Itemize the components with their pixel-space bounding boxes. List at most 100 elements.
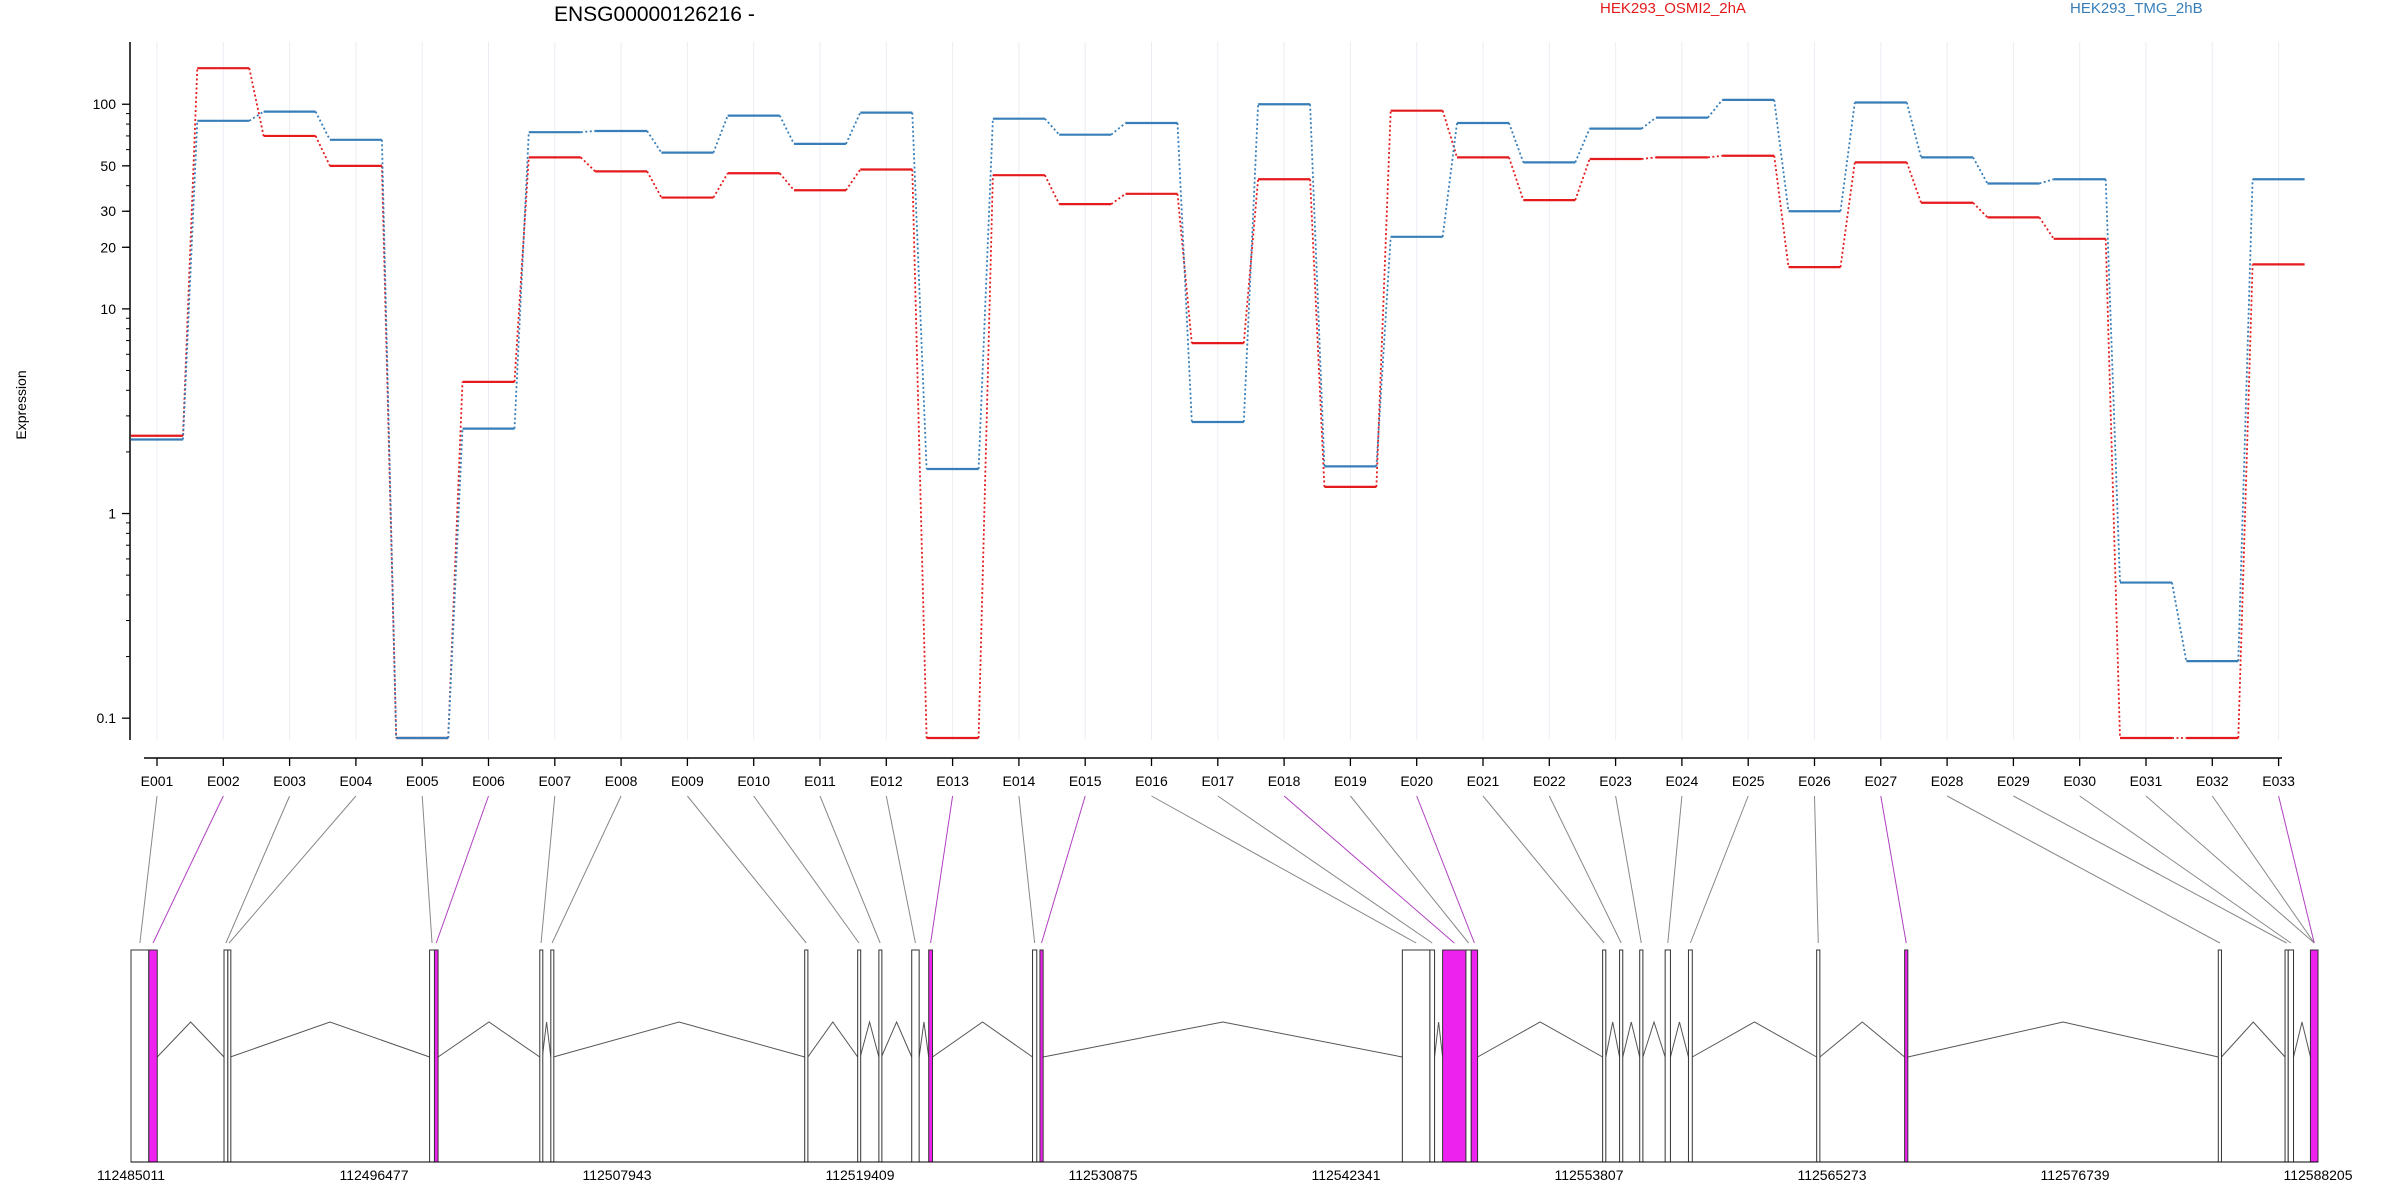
genomic-coordinate-label: 112588205 [2283,1167,2352,1183]
series-2-connector [314,111,331,141]
series-2-connector [1044,118,1060,136]
intron-line [437,1021,541,1058]
series-2-connector [2237,179,2254,662]
intron-line [1434,1021,1444,1058]
exon-connector-e018 [1283,795,1455,944]
x-tick-label-e004: E004 [340,773,373,789]
x-axis: E001 E002 E003 E004 E005 E006 E007 E008 E009 E010… [141,757,2295,789]
series-2-connector [1110,122,1127,136]
series-1-connector [1309,179,1326,487]
x-tick-label-e024: E024 [1666,773,1699,789]
x-tick-label-e030: E030 [2063,773,2096,789]
series-1-connector [2038,216,2055,240]
series-1-connector [1110,193,1127,205]
x-tick-label-e029: E029 [1997,773,2030,789]
y-tick-label: 0.1 [97,710,117,726]
series-1-connector [1574,158,1591,201]
exon-connector-e015 [1041,795,1086,944]
genomic-coordinate-label: 112485011 [97,1167,165,1183]
exon-connector-e011 [819,795,881,944]
exon-box-e028 [2217,949,2222,1163]
y-tick-label: 20 [100,239,116,255]
x-tick-label-e001: E001 [141,773,174,789]
vertical-grid [156,42,2280,740]
intron-line [932,1021,1033,1058]
gene-model: 112485011 112496477 112507943 112519409 1125… [97,949,2353,1183]
series-2-connector [580,130,596,134]
series-2-connector [1176,122,1193,423]
series-1-connector [248,68,265,137]
series-1-connector [712,172,729,198]
x-tick-label-e006: E006 [472,773,505,789]
x-tick-label-e019: E019 [1334,773,1367,789]
x-tick-label-e031: E031 [2130,773,2163,789]
exon-box-e027 [1904,949,1909,1163]
intron-line [1819,1021,1905,1058]
series-1-connector [182,68,199,436]
exon-connector-e023 [1615,795,1642,944]
series-2-connector [911,112,928,470]
exon-connector-e033 [2278,795,2315,944]
exon-connector-e008 [551,795,622,944]
series-1-connector [845,168,862,191]
exon-box-e019 [1465,949,1472,1163]
intron-line [1622,1021,1641,1058]
exon-box-e016 [1401,949,1431,1163]
x-tick-label-e032: E032 [2196,773,2229,789]
exon-box-e022 [1619,949,1624,1163]
series-1-connector [911,169,928,739]
series-1-connector [580,156,596,172]
series-1-connector [2237,264,2254,739]
legend-entry-series-1: HEK293_OSMI2_2hA [1600,0,1746,17]
exon-box-e017 [1429,949,1436,1163]
genomic-coordinate-label: 112576739 [2040,1167,2109,1183]
series-2-connector [2039,178,2054,185]
x-tick-label-e027: E027 [1864,773,1897,789]
series-1-connector [977,175,994,739]
y-tick-label: 30 [100,203,116,219]
x-tick-label-e028: E028 [1931,773,1964,789]
series-1-connector [1044,174,1061,205]
exon-box-e003 [223,949,229,1163]
intron-line [1692,1021,1817,1058]
exon-connector-e030 [2079,795,2292,944]
exon-connector-e012 [885,795,916,944]
x-tick-label-e002: E002 [207,773,240,789]
exon-box-e033 [2309,949,2319,1163]
exon-connector-e029 [2013,795,2287,944]
series-1-connector [1441,110,1458,158]
series-1-connector [1707,154,1723,159]
exon-connector-e025 [1689,795,1749,944]
exon-connector-e020 [1416,795,1475,944]
exon-connector-e032 [2211,795,2315,944]
legend-entry-series-2: HEK293_TMG_2hB [2070,0,2203,17]
exon-box-e025 [1687,949,1693,1163]
x-tick-label-e012: E012 [870,773,903,789]
exon-connector-e016 [1151,795,1417,944]
series-2-connector [712,115,729,153]
series-1-connector [314,135,331,167]
x-tick-label-e005: E005 [406,773,439,789]
intron-line [859,1020,880,1058]
x-tick-label-e013: E013 [936,773,969,789]
genomic-coordinate-label: 112530875 [1068,1167,1137,1183]
exon-connector-e026 [1814,795,1819,944]
intron-line [553,1021,805,1058]
x-tick-label-e008: E008 [605,773,638,789]
exon-box-e030 [2287,949,2295,1163]
series-2-connector [1773,99,1790,212]
exon-connector-e009 [687,795,807,944]
series-2-connector [1309,104,1326,467]
intron-line [156,1021,225,1058]
series-2-connector [1707,99,1723,119]
exon-box-e001 [130,949,150,1163]
series-2-connector [513,132,530,429]
exon-connectors [139,795,2315,944]
series-1-connector [1641,156,1657,160]
x-tick-label-e011: E011 [804,773,836,789]
x-tick-label-e025: E025 [1732,773,1765,789]
x-tick-label-e018: E018 [1268,773,1301,789]
intron-line [230,1021,430,1058]
x-tick-label-e017: E017 [1201,773,1234,789]
exon-box-e011 [878,949,883,1163]
